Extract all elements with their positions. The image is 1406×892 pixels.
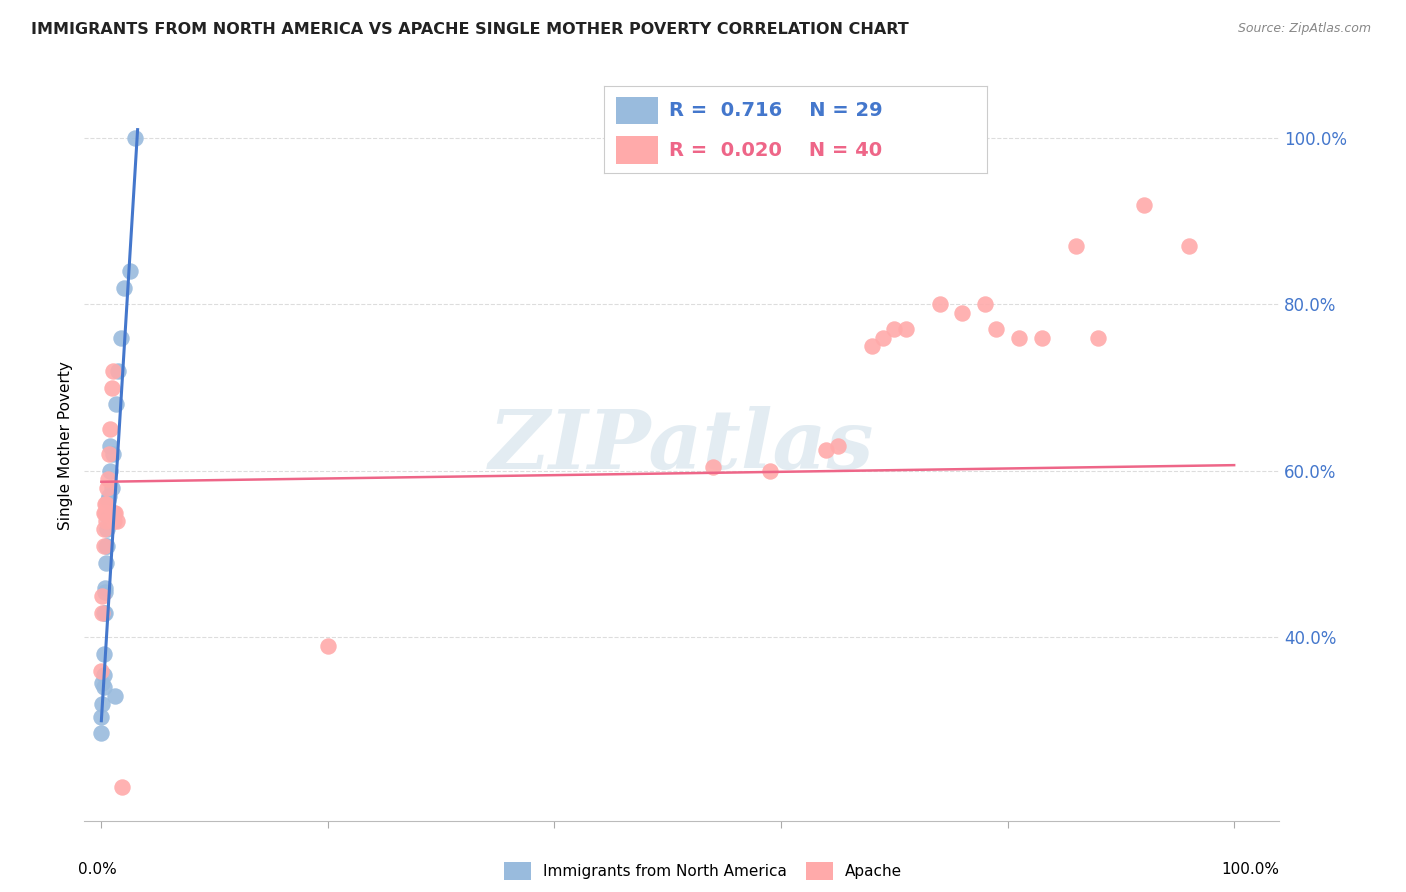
Point [94, 539, 117, 553]
Point [104, 689, 127, 703]
Point [97, 472, 120, 486]
Point [91, 676, 114, 690]
Point [93, 506, 115, 520]
Point [107, 364, 129, 378]
Point [94, 497, 117, 511]
Point [100, 381, 122, 395]
Point [860, 339, 883, 353]
Point [94, 606, 117, 620]
Point [94, 514, 117, 528]
Point [96, 539, 118, 553]
Point [100, 439, 122, 453]
Point [100, 481, 122, 495]
Point [1031, 331, 1053, 345]
Point [91, 589, 114, 603]
Point [90, 709, 112, 723]
Point [118, 264, 141, 278]
Text: 0.0%: 0.0% [79, 862, 117, 877]
Point [105, 397, 128, 411]
Point [96, 481, 118, 495]
Point [1064, 239, 1087, 253]
Legend: Immigrants from North America, Apache: Immigrants from North America, Apache [503, 863, 903, 880]
Point [110, 331, 132, 345]
Point [93, 606, 115, 620]
Point [702, 459, 724, 474]
Point [112, 281, 135, 295]
Point [98, 489, 121, 503]
Point [97, 493, 120, 508]
Point [894, 322, 917, 336]
Point [101, 447, 124, 461]
Point [986, 322, 1008, 336]
Text: ZIPatlas: ZIPatlas [489, 406, 875, 486]
Text: Source: ZipAtlas.com: Source: ZipAtlas.com [1237, 22, 1371, 36]
Point [1178, 239, 1201, 253]
Point [98, 447, 121, 461]
Point [94, 556, 117, 570]
Y-axis label: Single Mother Poverty: Single Mother Poverty [58, 361, 73, 531]
Point [1008, 331, 1031, 345]
Point [883, 322, 905, 336]
Point [93, 522, 115, 536]
Point [815, 443, 838, 458]
Point [90, 664, 112, 678]
Text: IMMIGRANTS FROM NORTH AMERICA VS APACHE SINGLE MOTHER POVERTY CORRELATION CHART: IMMIGRANTS FROM NORTH AMERICA VS APACHE … [31, 22, 908, 37]
Point [950, 306, 973, 320]
Point [974, 297, 997, 311]
Point [91, 697, 114, 711]
Point [827, 439, 849, 453]
Point [93, 681, 115, 695]
Point [91, 606, 114, 620]
Point [93, 539, 115, 553]
Point [111, 780, 134, 795]
Point [758, 464, 780, 478]
Point [104, 506, 127, 520]
Point [100, 422, 122, 436]
Point [928, 297, 950, 311]
Point [97, 509, 120, 524]
Point [103, 514, 125, 528]
Point [94, 581, 117, 595]
Point [872, 331, 894, 345]
Point [1132, 197, 1154, 211]
Point [124, 131, 146, 145]
Text: 100.0%: 100.0% [1222, 862, 1279, 877]
Point [101, 364, 124, 378]
Point [316, 639, 339, 653]
Point [103, 506, 125, 520]
Point [93, 647, 115, 661]
Point [94, 497, 117, 511]
Point [105, 514, 128, 528]
Point [94, 584, 117, 599]
Point [93, 668, 115, 682]
Point [100, 464, 122, 478]
Point [94, 506, 117, 520]
Point [90, 726, 112, 740]
Point [1087, 331, 1109, 345]
Point [96, 522, 118, 536]
